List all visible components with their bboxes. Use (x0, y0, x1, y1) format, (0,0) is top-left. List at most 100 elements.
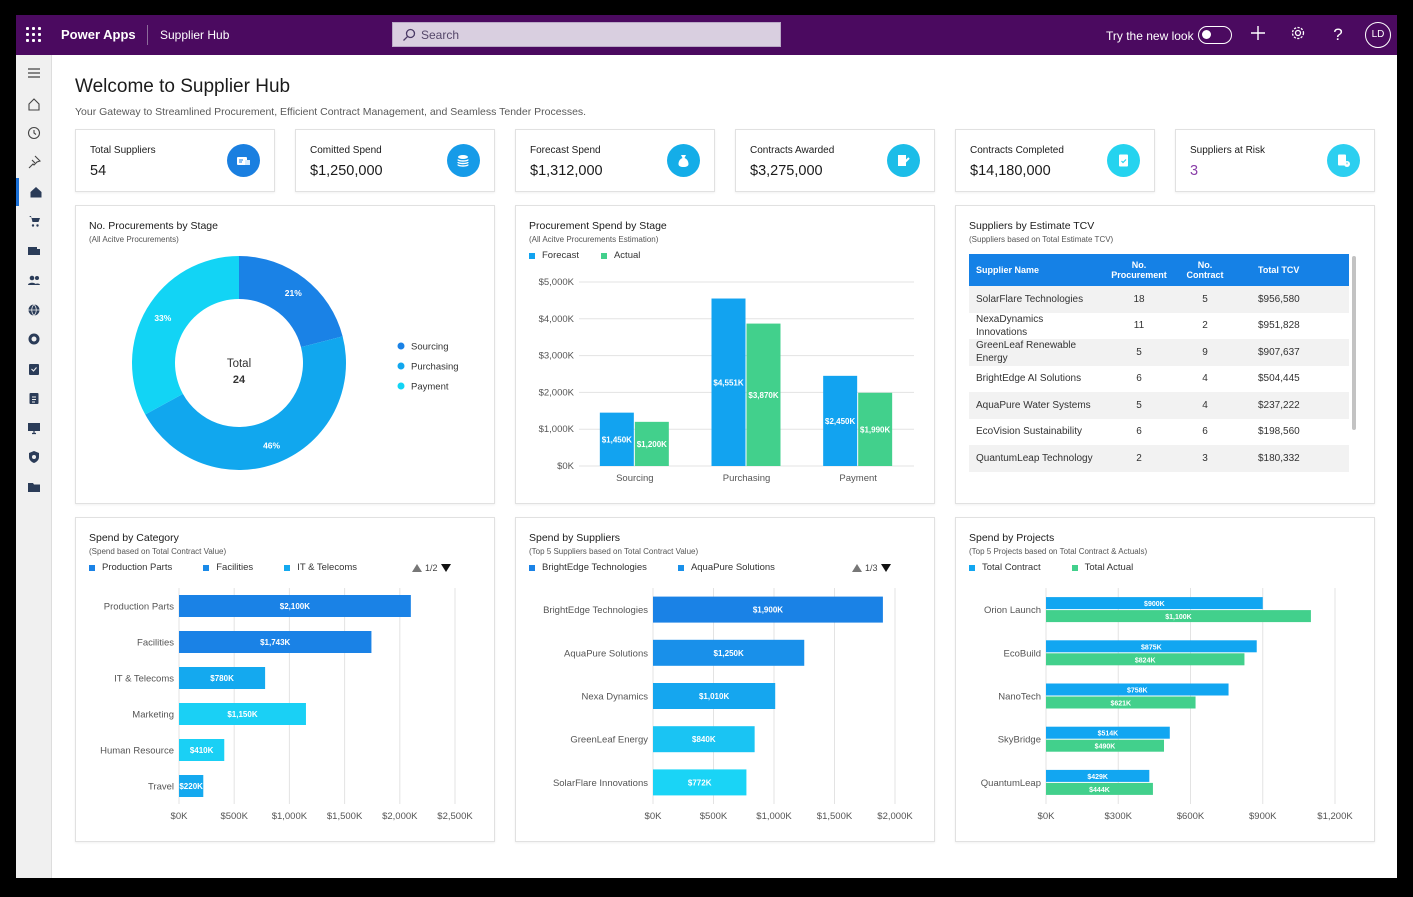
y-tick-label: QuantumLeap (981, 778, 1041, 789)
y-tick-label: $4,000K (539, 314, 575, 325)
card-title: Spend by Category (89, 532, 179, 544)
bar-label: $824K (1135, 657, 1156, 664)
legend-item-forecast[interactable]: Forecast (529, 250, 579, 261)
table-cell: $956,580 (1236, 286, 1349, 313)
help-icon[interactable]: ? (1333, 25, 1343, 44)
sidebar-item-dashboard[interactable] (16, 178, 52, 206)
table-row[interactable]: NexaDynamics Innovations 11 2 $951,828 (969, 313, 1349, 340)
suppliers-tcv-card: Suppliers by Estimate TCV (Suppliers bas… (955, 205, 1375, 504)
kpi-forecast-spend[interactable]: Forecast Spend $1,312,000 (515, 129, 715, 192)
bar (653, 683, 776, 709)
try-new-look-label: Try the new look (1106, 29, 1194, 43)
y-tick-label: BrightEdge Technologies (543, 605, 648, 616)
bar-label: $900K (1144, 601, 1165, 608)
kpi-contracts-completed[interactable]: Contracts Completed $14,180,000 (955, 129, 1155, 192)
table-scrollbar[interactable] (1351, 254, 1357, 489)
page-title: Welcome to Supplier Hub (75, 76, 291, 97)
x-tick-label: $600K (1177, 811, 1205, 822)
pin-icon[interactable] (16, 148, 52, 176)
suppliers-bar-chart: $0K $500K $1,000K $1,500K $2,000K BrightEdge … (543, 588, 913, 822)
kpi-label: Suppliers at Risk (1190, 145, 1266, 156)
bar (653, 726, 755, 753)
x-tick-label: $1,000K (756, 811, 792, 822)
y-tick-label: Production Parts (104, 602, 174, 613)
legend-item-actual[interactable]: Actual (600, 250, 640, 261)
y-tick-label: IT & Telecoms (114, 674, 174, 685)
y-tick-label: GreenLeaf Energy (570, 735, 648, 746)
table-row[interactable]: BrightEdge AI Solutions 6 4 $504,445 (969, 366, 1349, 393)
table-cell: $504,445 (1258, 373, 1300, 385)
search-input[interactable]: Search (392, 22, 781, 47)
column-header[interactable]: Supplier Name (969, 254, 1104, 286)
pager-up-icon[interactable] (412, 564, 422, 572)
donut-slice (132, 256, 239, 415)
card-subtitle: (All Acitve Procurements Estimation) (529, 235, 659, 244)
x-tick-label: $2,000K (877, 811, 913, 822)
kpi-committed-spend[interactable]: Comitted Spend $1,250,000 (295, 129, 495, 192)
table-row[interactable]: GreenLeaf Renewable Energy 5 9 $907,637 (969, 339, 1349, 366)
clipboard-icon[interactable] (16, 384, 52, 412)
monitor-icon[interactable] (16, 414, 52, 442)
shield-icon[interactable] (16, 443, 52, 471)
recent-clock-icon[interactable] (16, 119, 52, 147)
column-header[interactable]: Total TCV (1236, 254, 1349, 286)
table-row[interactable]: QuantumLeap Technology 2 3 $180,332 (969, 445, 1349, 472)
contacts-icon[interactable] (16, 266, 52, 294)
table-cell: 6 (1136, 373, 1142, 385)
bar-label: $410K (190, 746, 214, 755)
x-tick-label: $900K (1249, 811, 1277, 822)
kpi-value: $1,250,000 (310, 163, 383, 179)
bar (179, 631, 372, 653)
legend-item-total-actual[interactable]: Total Actual (1071, 562, 1133, 573)
bar-label: $4,551K (713, 378, 743, 387)
card-subtitle: (Suppliers based on Total Estimate TCV) (969, 235, 1114, 244)
table-row[interactable]: EcoVision Sustainability 6 6 $198,560 (969, 419, 1349, 446)
app-title[interactable]: Supplier Hub (160, 28, 230, 42)
user-avatar[interactable]: LD (1365, 22, 1391, 48)
home-icon[interactable] (16, 90, 52, 118)
y-tick-label: Travel (148, 782, 174, 793)
kpi-contracts-awarded[interactable]: Contracts Awarded $3,275,000 (735, 129, 935, 192)
app-name[interactable]: Power Apps (61, 27, 136, 42)
kpi-suppliers-at-risk[interactable]: Suppliers at Risk 3 (1175, 129, 1375, 192)
globe-icon[interactable] (16, 296, 52, 324)
legend-item[interactable]: IT & Telecoms (284, 562, 357, 573)
kpi-label: Total Suppliers (90, 145, 156, 156)
tasks-icon[interactable] (16, 355, 52, 383)
pager-down-icon[interactable] (440, 564, 451, 572)
kpi-total-suppliers[interactable]: Total Suppliers 54 (75, 129, 275, 192)
table-cell: NexaDynamics Innovations (976, 313, 1044, 338)
pager-up-icon[interactable] (852, 564, 862, 572)
plus-icon[interactable] (1248, 25, 1268, 45)
new-look-toggle[interactable] (1198, 26, 1232, 44)
table-cell: SolarFlare Technologies (969, 286, 1104, 313)
kpi-label: Comitted Spend (310, 145, 382, 156)
column-header[interactable]: No. Procurement (1104, 254, 1174, 286)
legend-item-total-contract[interactable]: Total Contract (969, 562, 1041, 573)
table-cell: QuantumLeap Technology (969, 445, 1104, 472)
table-row[interactable]: AquaPure Water Systems 5 4 $237,222 (969, 392, 1349, 419)
x-tick-label: $500K (700, 811, 728, 822)
table-cell: $907,637 (1236, 339, 1349, 366)
table-row[interactable]: SolarFlare Technologies 18 5 $956,580 (969, 286, 1349, 313)
bar (179, 595, 411, 617)
bar (858, 392, 893, 466)
legend-item[interactable]: BrightEdge Technologies (529, 562, 647, 573)
settings-gear-icon[interactable] (1288, 25, 1308, 45)
y-tick-label: Marketing (132, 710, 174, 721)
legend-item[interactable]: Production Parts (89, 562, 172, 573)
cart-icon[interactable] (16, 207, 52, 235)
table-cell: 3 (1174, 445, 1236, 472)
table-header-row: Supplier Name No. Procurement No. Contra… (969, 254, 1349, 286)
legend-item[interactable]: Facilities (203, 562, 253, 573)
legend-item[interactable]: AquaPure Solutions (677, 562, 775, 573)
calendar-check-icon[interactable] (16, 325, 52, 353)
search-placeholder: Search (421, 27, 460, 42)
app-launcher-icon[interactable] (26, 27, 42, 43)
bar-label: $1,250K (714, 649, 744, 658)
pager-down-icon[interactable] (880, 564, 891, 572)
column-header[interactable]: No. Contract (1174, 254, 1236, 286)
hamburger-menu-icon[interactable] (16, 59, 52, 87)
suppliers-icon[interactable] (16, 237, 52, 265)
folder-icon[interactable] (16, 473, 52, 501)
